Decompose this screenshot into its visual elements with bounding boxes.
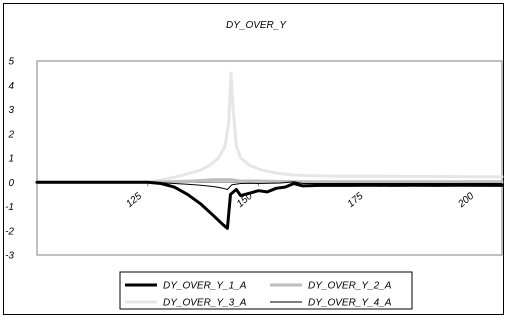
legend-label-1: DY_OVER_Y_1_A bbox=[163, 281, 247, 292]
y-tick-label: 5 bbox=[8, 57, 14, 68]
legend: DY_OVER_Y_1_A DY_OVER_Y_2_A DY_OVER_Y_3_A D… bbox=[119, 271, 413, 310]
legend-box bbox=[119, 271, 413, 310]
y-tick-label: -2 bbox=[5, 226, 14, 237]
series-line-4 bbox=[36, 181, 503, 190]
y-axis: 5 4 3 2 1 0 -1 -2 -3 bbox=[5, 57, 14, 262]
y-tick-label: 4 bbox=[8, 81, 14, 92]
series-line-3 bbox=[35, 71, 504, 184]
legend-label-3: DY_OVER_Y_3_A bbox=[163, 298, 247, 309]
legend-label-2: DY_OVER_Y_2_A bbox=[308, 281, 392, 292]
series-lines bbox=[35, 71, 504, 230]
y-tick-label: 0 bbox=[8, 178, 14, 189]
y-tick-label: -1 bbox=[5, 202, 14, 213]
series-line-1 bbox=[35, 180, 504, 230]
chart-title: DY_OVER_Y bbox=[226, 20, 287, 31]
plot-area bbox=[36, 60, 503, 256]
y-tick-label: -3 bbox=[5, 251, 14, 262]
y-tick-label: 2 bbox=[7, 129, 14, 140]
legend-label-4: DY_OVER_Y_4_A bbox=[308, 298, 392, 309]
y-tick-label: 1 bbox=[8, 154, 14, 165]
y-tick-label: 3 bbox=[8, 105, 14, 116]
